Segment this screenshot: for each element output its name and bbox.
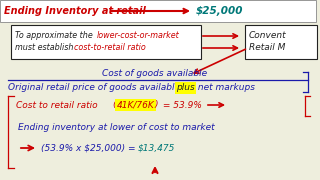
Text: lower-cost-or-market: lower-cost-or-market <box>97 31 180 40</box>
Text: Convent: Convent <box>249 31 287 40</box>
Text: plus: plus <box>176 84 195 93</box>
Text: To approximate the: To approximate the <box>15 31 95 40</box>
Text: (: ( <box>112 100 116 109</box>
FancyBboxPatch shape <box>245 25 317 59</box>
Text: $25,000: $25,000 <box>196 6 244 16</box>
FancyBboxPatch shape <box>0 22 316 177</box>
Text: = 53.9%: = 53.9% <box>160 100 202 109</box>
Text: net markups: net markups <box>195 84 255 93</box>
Text: (53.9% x $25,000) =: (53.9% x $25,000) = <box>41 143 138 152</box>
Text: Cost to retail ratio: Cost to retail ratio <box>16 100 103 109</box>
FancyBboxPatch shape <box>0 0 316 22</box>
Text: Ending inventory at lower of cost to market: Ending inventory at lower of cost to mar… <box>18 123 215 132</box>
Text: ): ) <box>155 100 158 109</box>
Text: must establish: must establish <box>15 44 76 53</box>
Text: $13,475: $13,475 <box>138 143 175 152</box>
Text: Ending Inventory at retail: Ending Inventory at retail <box>4 6 146 16</box>
FancyBboxPatch shape <box>11 25 201 59</box>
Text: Original retail price of goods available: Original retail price of goods available <box>8 84 183 93</box>
Text: 41K/76K: 41K/76K <box>117 100 155 109</box>
Text: cost-to-retail ratio: cost-to-retail ratio <box>74 44 146 53</box>
Text: Retail M: Retail M <box>249 44 285 53</box>
Text: Cost of goods available: Cost of goods available <box>102 69 208 78</box>
